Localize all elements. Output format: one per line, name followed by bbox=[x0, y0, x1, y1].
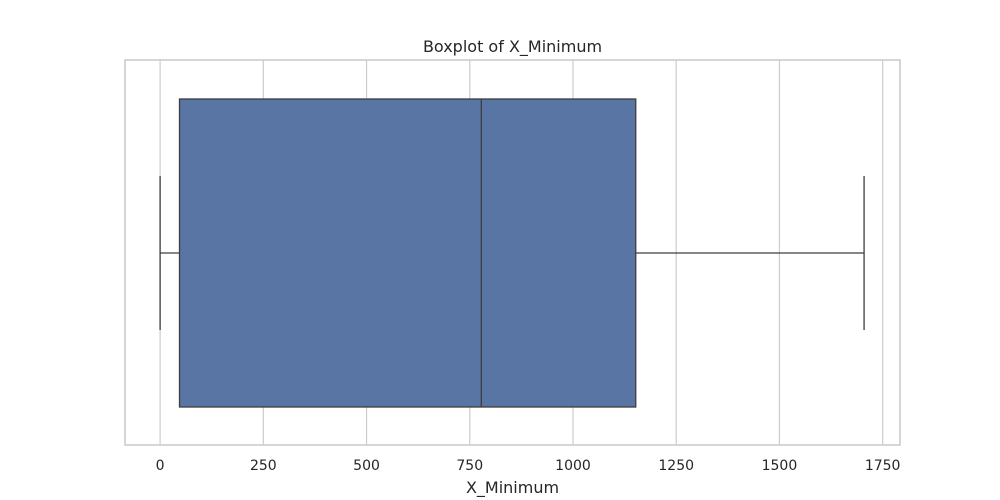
iqr-box bbox=[178, 98, 637, 408]
x-tick-label-750: 750 bbox=[456, 458, 483, 474]
x-tick-label-1000: 1000 bbox=[555, 458, 591, 474]
x-tick-label-1250: 1250 bbox=[658, 458, 694, 474]
x-tick-label-1750: 1750 bbox=[865, 458, 901, 474]
plot-frame bbox=[124, 59, 901, 446]
x-tick-label-500: 500 bbox=[353, 458, 380, 474]
x-tick-label-0: 0 bbox=[156, 458, 165, 474]
x-axis-label: X_Minimum bbox=[466, 478, 559, 498]
x-tick-label-1500: 1500 bbox=[762, 458, 798, 474]
box-plot bbox=[159, 98, 865, 408]
x-tick-label-250: 250 bbox=[250, 458, 277, 474]
x-axis-ticks: 0 250 500 750 1000 1250 1500 1750 bbox=[156, 458, 901, 474]
chart-title: Boxplot of X_Minimum bbox=[423, 37, 602, 57]
